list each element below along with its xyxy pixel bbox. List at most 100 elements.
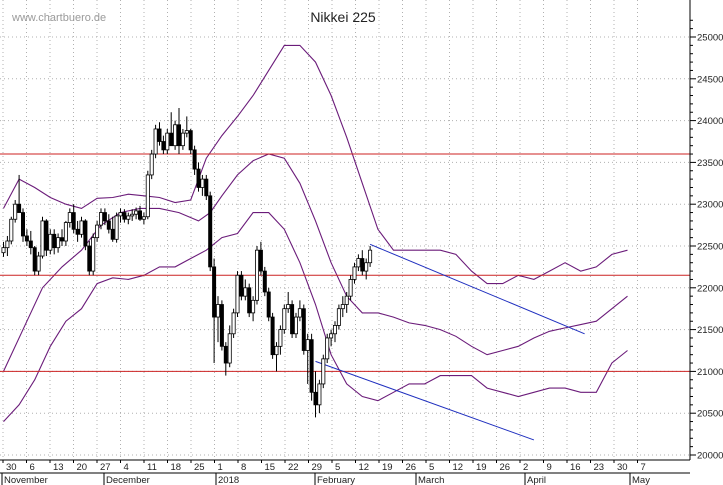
- candle-body: [161, 141, 166, 151]
- candle-body: [286, 304, 291, 310]
- candle-body: [239, 274, 244, 297]
- candle-body: [274, 345, 279, 356]
- candle-body: [336, 308, 341, 326]
- candle-body: [364, 262, 369, 272]
- x-tick-label: 26: [406, 462, 417, 473]
- y-tick-label: 20500: [697, 409, 723, 420]
- candle-body: [145, 174, 150, 218]
- candle-body: [204, 178, 209, 197]
- candle-body: [106, 220, 111, 230]
- x-tick-label: 30: [6, 462, 17, 473]
- candle-body: [215, 304, 220, 318]
- chart-title: Nikkei 225: [310, 9, 376, 25]
- x-tick-label: 13: [53, 462, 64, 473]
- candle-body: [219, 304, 224, 347]
- x-tick-label: 6: [30, 462, 35, 473]
- candle-body: [102, 212, 107, 222]
- x-tick-label: 30: [617, 462, 628, 473]
- candle-body: [329, 333, 334, 339]
- candle-body: [173, 124, 178, 147]
- x-tick-label: 9: [547, 462, 552, 473]
- candle-body: [141, 216, 146, 220]
- y-tick-label: 22500: [697, 242, 723, 253]
- candle-body: [56, 237, 61, 249]
- channel-upper: [369, 243, 585, 335]
- candle-body: [212, 266, 217, 318]
- y-tick-label: 24000: [697, 116, 723, 127]
- candle-body: [157, 128, 162, 142]
- month-label: December: [106, 475, 150, 485]
- candle-body: [321, 358, 326, 385]
- candle-body: [317, 383, 322, 406]
- candle-body: [79, 220, 84, 235]
- candle-body: [301, 308, 306, 351]
- candle-body: [20, 212, 25, 237]
- candle-body: [282, 308, 287, 331]
- horizontal-levels: [0, 153, 690, 372]
- candle-body: [126, 215, 131, 220]
- x-tick-label: 15: [265, 462, 276, 473]
- candle-body: [28, 240, 33, 249]
- candle-body: [348, 279, 353, 297]
- candle-body: [137, 210, 142, 220]
- candle-body: [235, 274, 240, 314]
- x-tick-label: 27: [100, 462, 111, 473]
- candle-body: [360, 258, 365, 272]
- candle-body: [313, 391, 318, 406]
- candle-body: [208, 195, 213, 268]
- x-tick-label: 2: [523, 462, 528, 473]
- x-tick-label: 11: [147, 462, 157, 473]
- candle-body: [87, 245, 92, 272]
- candle-body: [325, 337, 330, 360]
- candle-body: [309, 339, 314, 393]
- x-tick-label: 8: [241, 462, 246, 473]
- x-tick-label: 4: [124, 462, 129, 473]
- y-tick-label: 20000: [697, 451, 723, 462]
- x-tick-label: 29: [312, 462, 323, 473]
- candle-body: [356, 258, 361, 268]
- candle-body: [254, 249, 259, 301]
- month-label: 2018: [218, 475, 239, 485]
- candle-body: [99, 212, 104, 226]
- band-upper: [3, 44, 628, 285]
- candle-body: [251, 299, 256, 314]
- candle-body: [297, 308, 302, 318]
- candle-body: [153, 128, 158, 155]
- x-tick-label: 12: [453, 462, 464, 473]
- x-tick-label: 18: [171, 462, 182, 473]
- candle-body: [149, 153, 154, 176]
- band-lower: [3, 212, 628, 422]
- y-tick-label: 21000: [697, 367, 723, 378]
- y-tick-label: 21500: [697, 325, 723, 336]
- x-tick-label: 20: [77, 462, 88, 473]
- candle-body: [60, 237, 65, 242]
- candle-body: [247, 287, 252, 314]
- candle-body: [36, 255, 41, 272]
- candle-body: [223, 345, 228, 364]
- month-label: May: [632, 475, 650, 485]
- y-tick-label: 24500: [697, 74, 723, 85]
- x-tick-label: 22: [288, 462, 299, 473]
- channel-lower: [315, 360, 535, 441]
- candle-body: [44, 220, 49, 251]
- candle-body: [122, 212, 127, 220]
- bands: [3, 44, 628, 422]
- trend-channel: [315, 243, 585, 441]
- candle-body: [180, 132, 185, 147]
- x-tick-label: 19: [382, 462, 393, 473]
- candle-body: [196, 168, 201, 188]
- candle-body: [1, 247, 6, 254]
- candles: [1, 108, 373, 418]
- candle-body: [258, 249, 263, 272]
- candle-body: [290, 304, 295, 335]
- candle-body: [243, 287, 248, 297]
- candle-body: [67, 212, 72, 223]
- candle-body: [266, 291, 271, 318]
- month-label: April: [527, 475, 546, 485]
- candle-body: [352, 266, 357, 280]
- candle-body: [48, 233, 53, 251]
- candle-body: [200, 178, 205, 188]
- candle-body: [9, 218, 14, 242]
